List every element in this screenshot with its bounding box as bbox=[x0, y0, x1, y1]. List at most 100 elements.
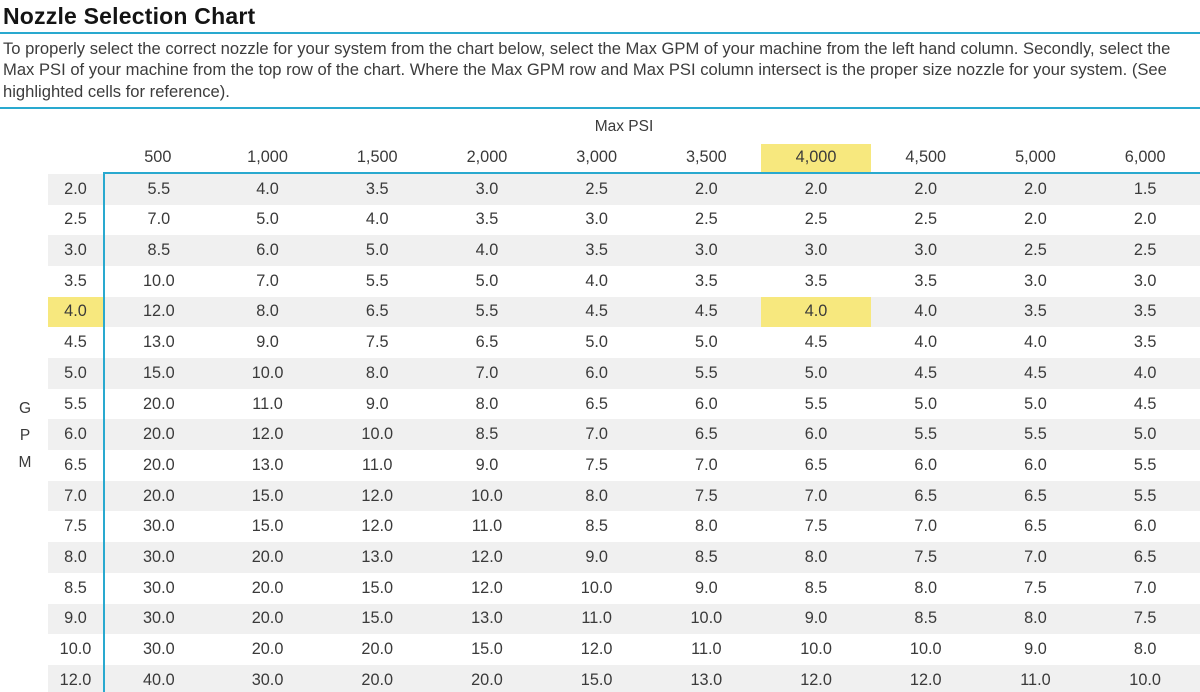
nozzle-cell: 10.0 bbox=[471, 486, 503, 505]
nozzle-cell: 12.0 bbox=[909, 670, 942, 689]
nozzle-cell: 3.0 bbox=[914, 241, 938, 260]
gpm-row-label: 4.5 bbox=[64, 333, 87, 352]
nozzle-cell: 12.0 bbox=[471, 578, 503, 597]
nozzle-cell: 10.0 bbox=[909, 640, 942, 659]
nozzle-cell: 10.0 bbox=[690, 609, 723, 628]
nozzle-cell: 6.0 bbox=[695, 394, 718, 413]
nozzle-cell: 20.0 bbox=[471, 670, 503, 689]
nozzle-cell: 6.5 bbox=[1133, 547, 1157, 566]
table-row: 8.5 30.0 20.0 15.0 12.0 10.0 9.0 8.5 8.0 7.5 7.0 bbox=[48, 572, 1200, 604]
nozzle-cell: 3.0 bbox=[1024, 271, 1047, 290]
table-row: 6.0 20.0 12.0 10.0 8.5 7.0 6.5 6.0 5.5 5.5 5.0 bbox=[48, 419, 1200, 451]
page-title: Nozzle Selection Chart bbox=[3, 3, 256, 29]
nozzle-cell: 3.0 bbox=[695, 241, 718, 260]
nozzle-cell: 3.0 bbox=[585, 210, 608, 229]
nozzle-cell: 8.0 bbox=[1024, 609, 1047, 628]
nozzle-cell: 5.5 bbox=[475, 302, 499, 321]
nozzle-cell: 6.0 bbox=[585, 363, 608, 382]
table-body: 2.0 5.5 4.0 3.5 3.0 2.5 2.0 2.0 2.0 2.0 1.5 2.5 7.0 5… bbox=[48, 173, 1200, 692]
nozzle-cell: 30.0 bbox=[251, 670, 284, 689]
psi-column-header: 2,000 bbox=[432, 144, 542, 174]
table-row: 3.5 10.0 7.0 5.5 5.0 4.0 3.5 3.5 3.5 3.0 3.0 bbox=[48, 265, 1200, 297]
nozzle-cell: 6.0 bbox=[256, 241, 279, 260]
nozzle-cell: 7.5 bbox=[695, 486, 718, 505]
nozzle-cell: 3.5 bbox=[365, 179, 389, 198]
table-row: 4.5 13.0 9.0 7.5 6.5 5.0 5.0 4.5 4.0 4.0 3.5 bbox=[48, 327, 1200, 359]
table-row: 9.0 30.0 20.0 15.0 13.0 11.0 10.0 9.0 8.5 8.0 7.5 bbox=[48, 603, 1200, 635]
nozzle-cell: 3.5 bbox=[585, 241, 608, 260]
nozzle-cell: 4.0 bbox=[1133, 363, 1157, 382]
nozzle-cell: 4.5 bbox=[914, 363, 938, 382]
nozzle-cell: 5.5 bbox=[1024, 425, 1047, 444]
psi-column-header: 3,500 bbox=[651, 144, 762, 174]
nozzle-cell: 8.5 bbox=[914, 609, 938, 628]
psi-axis-label: Max PSI bbox=[594, 117, 654, 135]
nozzle-cell: 11.0 bbox=[581, 609, 612, 628]
table-row: 6.5 20.0 13.0 11.0 9.0 7.5 7.0 6.5 6.0 6.0 5.5 bbox=[48, 450, 1200, 481]
nozzle-cell: 30.0 bbox=[103, 572, 213, 604]
nozzle-cell: 20.0 bbox=[251, 609, 284, 628]
nozzle-cell: 4.5 bbox=[585, 302, 608, 321]
nozzle-cell: 6.0 bbox=[804, 425, 828, 444]
nozzle-cell: 11.0 bbox=[691, 640, 722, 659]
nozzle-cell: 8.0 bbox=[365, 363, 389, 382]
nozzle-cell: 5.5 bbox=[365, 271, 389, 290]
nozzle-cell: 4.5 bbox=[1133, 394, 1157, 413]
nozzle-cell: 30.0 bbox=[103, 511, 213, 543]
nozzle-cell: 40.0 bbox=[103, 664, 213, 692]
nozzle-cell: 5.0 bbox=[695, 333, 718, 352]
nozzle-cell: 20.0 bbox=[361, 640, 394, 659]
nozzle-cell: 30.0 bbox=[103, 603, 213, 635]
nozzle-cell: 2.0 bbox=[695, 179, 718, 198]
nozzle-cell: 12.0 bbox=[580, 640, 613, 659]
nozzle-cell: 3.5 bbox=[475, 210, 499, 229]
nozzle-cell: 7.5 bbox=[914, 547, 938, 566]
nozzle-cell: 7.0 bbox=[103, 204, 213, 236]
nozzle-cell: 7.5 bbox=[804, 517, 828, 536]
nozzle-cell: 12.0 bbox=[103, 296, 213, 328]
title-divider bbox=[0, 32, 1200, 34]
gpm-row-label: 8.0 bbox=[64, 547, 87, 566]
nozzle-cell: 15.0 bbox=[361, 578, 394, 597]
nozzle-cell: 20.0 bbox=[251, 547, 284, 566]
intro-divider bbox=[0, 106, 1200, 109]
nozzle-cell: 12.0 bbox=[251, 425, 284, 444]
nozzle-cell: 4.0 bbox=[1024, 333, 1047, 352]
nozzle-cell: 7.0 bbox=[475, 363, 499, 382]
nozzle-cell: 4.0 bbox=[256, 179, 279, 198]
nozzle-cell: 8.0 bbox=[914, 578, 938, 597]
nozzle-cell: 4.0 bbox=[475, 241, 499, 260]
nozzle-cell: 5.5 bbox=[914, 425, 938, 444]
table-row: 7.5 30.0 15.0 12.0 11.0 8.5 8.0 7.5 7.0 6.5 6.0 bbox=[48, 511, 1200, 543]
nozzle-cell: 6.0 bbox=[1133, 517, 1157, 536]
nozzle-cell: 1.5 bbox=[1133, 179, 1157, 198]
nozzle-cell: 2.5 bbox=[695, 210, 718, 229]
psi-column-header: 4,000 bbox=[761, 143, 871, 174]
gpm-row-label: 3.0 bbox=[64, 241, 87, 260]
nozzle-cell: 12.0 bbox=[361, 486, 394, 505]
nozzle-cell: 3.0 bbox=[475, 179, 499, 198]
nozzle-cell: 4.0 bbox=[585, 271, 608, 290]
nozzle-cell: 5.5 bbox=[1133, 455, 1157, 474]
nozzle-cell: 8.0 bbox=[1133, 640, 1157, 659]
nozzle-cell: 3.0 bbox=[804, 241, 828, 260]
nozzle-cell: 10.0 bbox=[580, 578, 613, 597]
gpm-row-label: 6.5 bbox=[64, 455, 87, 474]
nozzle-cell: 3.0 bbox=[1133, 271, 1157, 290]
nozzle-cell: 6.5 bbox=[695, 425, 718, 444]
nozzle-cell: 9.0 bbox=[365, 394, 389, 413]
nozzle-cell: 5.0 bbox=[475, 271, 499, 290]
nozzle-cell: 7.5 bbox=[365, 333, 389, 352]
nozzle-cell: 6.5 bbox=[585, 394, 608, 413]
gpm-axis-letter: M bbox=[18, 453, 32, 471]
nozzle-cell: 15.0 bbox=[471, 640, 503, 659]
gpm-row-label: 12.0 bbox=[59, 670, 92, 689]
nozzle-cell: 8.5 bbox=[585, 517, 608, 536]
nozzle-cell: 10.0 bbox=[800, 640, 832, 659]
table-row: 2.5 7.0 5.0 4.0 3.5 3.0 2.5 2.5 2.5 2.0 2.0 bbox=[48, 204, 1200, 236]
nozzle-cell: 11.0 bbox=[362, 455, 393, 474]
table-row: 10.0 30.0 20.0 20.0 15.0 12.0 11.0 10.0 10.0 9.0 8… bbox=[48, 634, 1200, 665]
table-row: 8.0 30.0 20.0 13.0 12.0 9.0 8.5 8.0 7.5 7.0 6.5 bbox=[48, 542, 1200, 573]
nozzle-cell: 7.5 bbox=[1024, 578, 1047, 597]
